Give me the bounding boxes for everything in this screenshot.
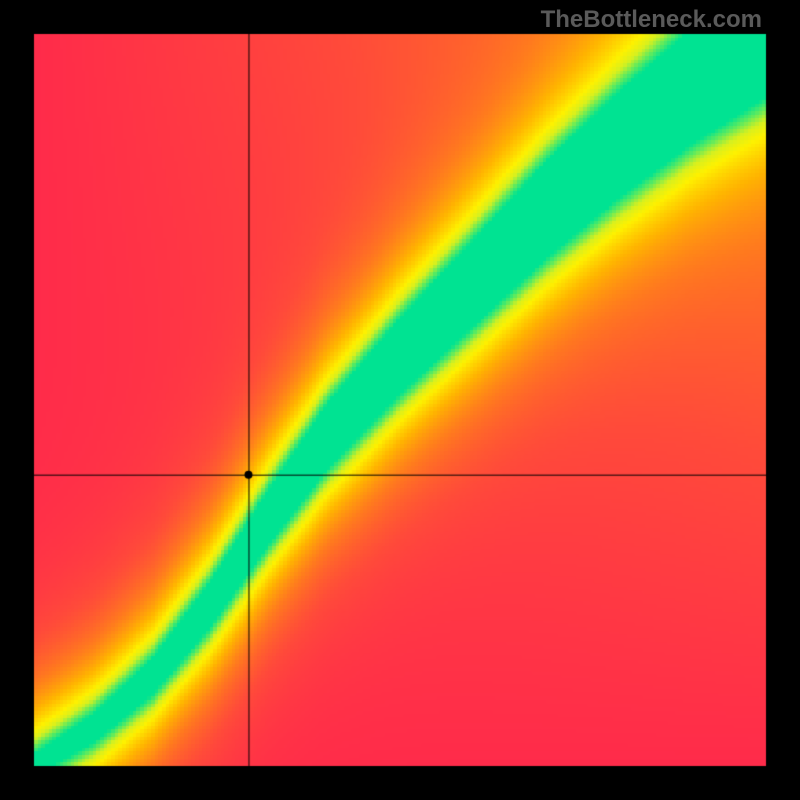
bottleneck-heatmap	[0, 0, 800, 800]
watermark-text: TheBottleneck.com	[541, 6, 762, 34]
